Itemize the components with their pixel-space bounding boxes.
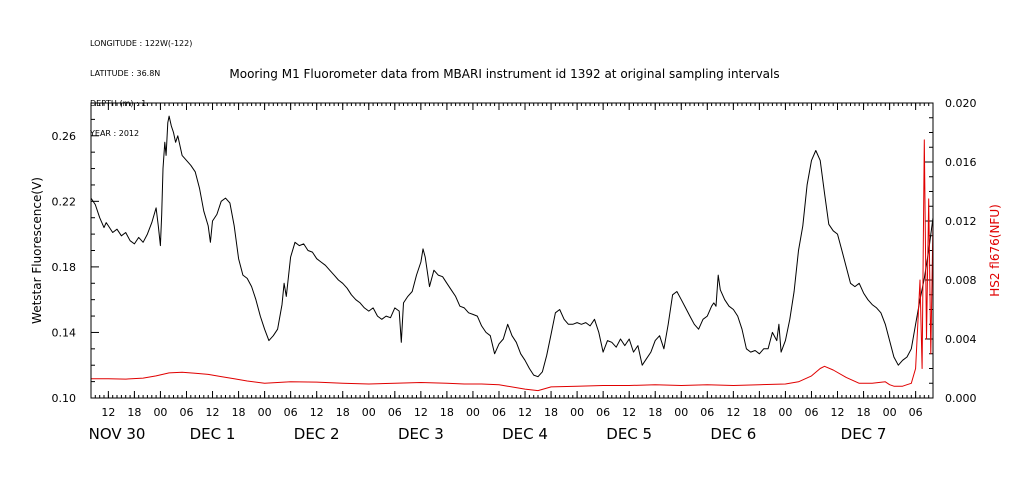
chart-title: Mooring M1 Fluorometer data from MBARI i… [229, 67, 780, 81]
x-tick-label: 00 [258, 406, 272, 419]
day-label: DEC 2 [294, 425, 340, 443]
x-tick-label: 18 [648, 406, 662, 419]
x-minor-ticks [90, 103, 934, 398]
meta-longitude: LONGITUDE : 122W(-122) [90, 39, 193, 48]
x-tick-label: 06 [700, 406, 714, 419]
y-left-tick-label: 0.14 [52, 326, 77, 339]
y-left-axis-label: Wetstar Fluorescence(V) [30, 177, 44, 324]
day-label: DEC 5 [606, 425, 652, 443]
x-tick-label: 00 [153, 406, 167, 419]
x-tick-label: 12 [414, 406, 428, 419]
x-tick-label: 00 [674, 406, 688, 419]
x-tick-label: 06 [492, 406, 506, 419]
day-label: DEC 7 [841, 425, 887, 443]
plot-frame [90, 102, 934, 399]
series-line-hs2-fl676 [91, 139, 934, 392]
x-tick-label: 06 [596, 406, 610, 419]
y-left-tick-label: 0.26 [52, 130, 77, 143]
y-right-tick-label: 0.012 [945, 215, 977, 228]
x-tick-label: 18 [752, 406, 766, 419]
x-tick-label: 06 [388, 406, 402, 419]
series-line-wetstar [90, 115, 934, 378]
x-tick-label: 18 [127, 406, 141, 419]
y-right-axis-label: HS2 fl676(NFU) [988, 204, 1002, 297]
x-tick-label: 12 [101, 406, 115, 419]
meta-latitude: LATITUDE : 36.8N [90, 69, 161, 78]
x-tick-label: 00 [362, 406, 376, 419]
y-left-tick-label: 0.22 [52, 195, 77, 208]
x-tick-label: 12 [206, 406, 220, 419]
x-tick-label: 12 [310, 406, 324, 419]
x-tick-label: 06 [284, 406, 298, 419]
y-right-tick-label: 0.008 [945, 274, 977, 287]
y-right-tick-label: 0.016 [945, 156, 977, 169]
x-tick-label: 00 [883, 406, 897, 419]
x-tick-label: 00 [570, 406, 584, 419]
day-label: DEC 3 [398, 425, 444, 443]
day-label: DEC 6 [710, 425, 756, 443]
x-tick-label: 18 [544, 406, 558, 419]
plot-layer [90, 115, 934, 392]
day-label: DEC 4 [502, 425, 548, 443]
x-tick-label: 00 [778, 406, 792, 419]
meta-year: YEAR : 2012 [90, 129, 140, 138]
x-tick-label: 18 [440, 406, 454, 419]
x-tick-label: 12 [518, 406, 532, 419]
x-tick-label: 18 [336, 406, 350, 419]
x-tick-label: 06 [179, 406, 193, 419]
y-left-tick-label: 0.18 [52, 261, 77, 274]
day-label: DEC 1 [190, 425, 236, 443]
y-right-tick-label: 0.004 [945, 333, 977, 346]
y-right-tick-label: 0.000 [945, 392, 977, 405]
x-tick-label: 18 [232, 406, 246, 419]
x-tick-label: 12 [831, 406, 845, 419]
axes-layer: 12 18 00 06 12 18 00 06 12 18 00 06 12 18 00 06 12 18 00 06… [30, 97, 1002, 443]
x-tick-label: 12 [726, 406, 740, 419]
y-left-tick-label: 0.10 [52, 392, 77, 405]
x-tick-label: 12 [622, 406, 636, 419]
day-label: NOV 30 [89, 425, 146, 443]
x-tick-label: 00 [466, 406, 480, 419]
x-tick-label: 18 [857, 406, 871, 419]
y-right-tick-label: 0.020 [945, 97, 977, 110]
x-tick-label: 06 [804, 406, 818, 419]
x-tick-label: 06 [909, 406, 923, 419]
